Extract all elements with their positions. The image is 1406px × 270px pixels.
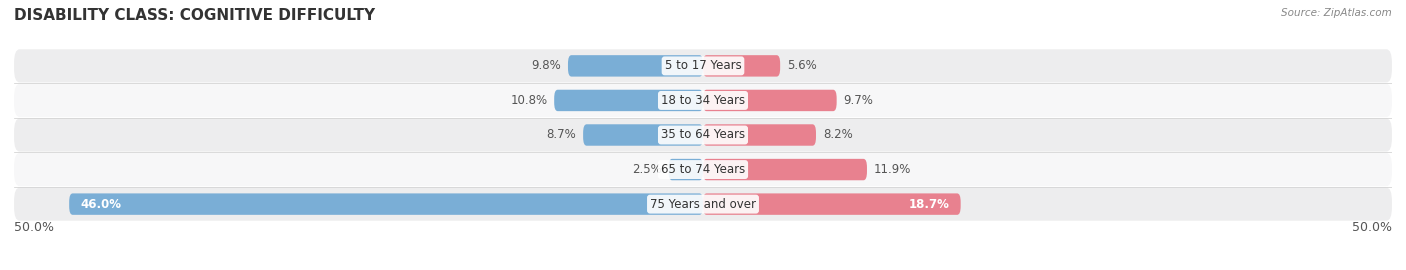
FancyBboxPatch shape	[703, 193, 960, 215]
Text: DISABILITY CLASS: COGNITIVE DIFFICULTY: DISABILITY CLASS: COGNITIVE DIFFICULTY	[14, 8, 375, 23]
FancyBboxPatch shape	[703, 55, 780, 77]
Text: 75 Years and over: 75 Years and over	[650, 198, 756, 211]
FancyBboxPatch shape	[69, 193, 703, 215]
Text: 35 to 64 Years: 35 to 64 Years	[661, 129, 745, 141]
FancyBboxPatch shape	[703, 159, 868, 180]
Text: 50.0%: 50.0%	[1353, 221, 1392, 234]
Text: 2.5%: 2.5%	[631, 163, 662, 176]
FancyBboxPatch shape	[703, 124, 815, 146]
Text: 9.7%: 9.7%	[844, 94, 873, 107]
Text: 11.9%: 11.9%	[875, 163, 911, 176]
Text: 50.0%: 50.0%	[14, 221, 53, 234]
Text: 5.6%: 5.6%	[787, 59, 817, 72]
FancyBboxPatch shape	[568, 55, 703, 77]
FancyBboxPatch shape	[554, 90, 703, 111]
FancyBboxPatch shape	[14, 119, 1392, 151]
Text: 18 to 34 Years: 18 to 34 Years	[661, 94, 745, 107]
FancyBboxPatch shape	[14, 188, 1392, 221]
FancyBboxPatch shape	[583, 124, 703, 146]
Text: 65 to 74 Years: 65 to 74 Years	[661, 163, 745, 176]
FancyBboxPatch shape	[703, 90, 837, 111]
FancyBboxPatch shape	[14, 84, 1392, 117]
FancyBboxPatch shape	[669, 159, 703, 180]
Text: 10.8%: 10.8%	[510, 94, 547, 107]
Text: 5 to 17 Years: 5 to 17 Years	[665, 59, 741, 72]
Text: 46.0%: 46.0%	[80, 198, 121, 211]
Text: 8.2%: 8.2%	[823, 129, 852, 141]
Text: 8.7%: 8.7%	[547, 129, 576, 141]
Text: 9.8%: 9.8%	[531, 59, 561, 72]
FancyBboxPatch shape	[14, 49, 1392, 82]
FancyBboxPatch shape	[14, 153, 1392, 186]
Text: 18.7%: 18.7%	[908, 198, 949, 211]
Text: Source: ZipAtlas.com: Source: ZipAtlas.com	[1281, 8, 1392, 18]
